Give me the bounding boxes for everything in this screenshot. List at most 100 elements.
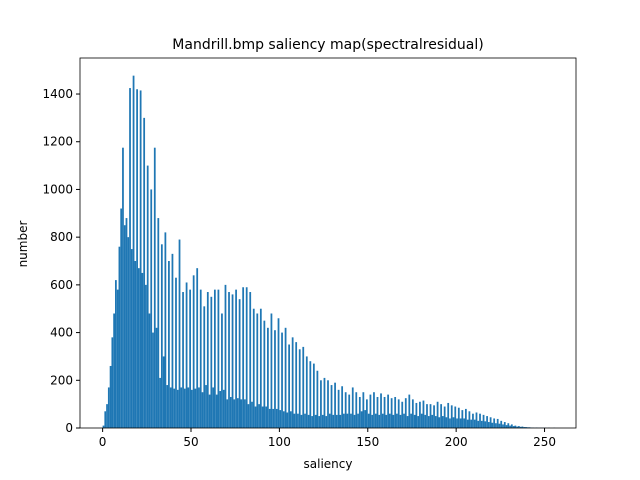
bar: [309, 361, 312, 428]
bar: [166, 385, 169, 428]
bar: [104, 411, 107, 428]
bar: [219, 391, 222, 428]
bar: [443, 406, 446, 428]
bar: [159, 377, 161, 428]
bar: [487, 422, 490, 428]
bar: [445, 417, 448, 428]
y-tick-label: 600: [50, 278, 73, 292]
bar: [493, 418, 496, 428]
bar: [360, 411, 363, 428]
bar: [431, 414, 434, 428]
bar: [507, 423, 510, 428]
bar: [335, 414, 338, 428]
y-tick-label: 800: [50, 230, 73, 244]
bar: [231, 294, 234, 428]
bar: [196, 268, 199, 428]
bar: [404, 398, 407, 428]
bar: [473, 419, 476, 428]
x-tick-label: 100: [268, 435, 291, 449]
bar: [447, 402, 450, 428]
x-tick-label: 150: [356, 435, 379, 449]
y-tick-label: 1400: [42, 87, 73, 101]
x-axis-label: saliency: [304, 457, 353, 471]
bar: [293, 413, 296, 428]
bar: [401, 401, 404, 428]
x-tick-label: 250: [533, 435, 556, 449]
bar: [442, 416, 444, 428]
bar: [162, 356, 165, 428]
bar: [114, 280, 117, 428]
bar: [505, 425, 508, 428]
bar: [120, 208, 123, 428]
bar: [265, 406, 268, 428]
bar: [212, 387, 214, 428]
bar: [164, 232, 167, 428]
bar: [109, 365, 112, 428]
bar: [252, 308, 255, 428]
x-tick-label: 50: [183, 435, 198, 449]
bar: [353, 414, 356, 428]
bar: [364, 410, 367, 428]
bar: [122, 147, 124, 429]
bar: [316, 370, 319, 428]
chart-title: Mandrill.bmp saliency map(spectralresidu…: [172, 37, 483, 53]
bar: [424, 414, 427, 428]
bar: [233, 399, 236, 428]
bar: [472, 413, 474, 428]
bar: [328, 413, 331, 428]
bar: [525, 427, 527, 428]
bar: [466, 419, 469, 428]
bar: [394, 396, 397, 428]
axes-frame: [79, 57, 577, 429]
bar: [129, 88, 131, 428]
bar: [224, 284, 227, 428]
bar: [362, 392, 365, 428]
bar: [371, 414, 374, 428]
y-tick-label: 0: [65, 421, 73, 435]
bar: [267, 327, 269, 428]
bar: [168, 261, 170, 428]
bar: [426, 404, 428, 428]
bar: [420, 413, 423, 428]
bar: [477, 420, 480, 428]
bar: [146, 165, 149, 428]
bar: [153, 147, 156, 429]
bar: [410, 413, 412, 428]
bar: [376, 396, 379, 428]
bar: [355, 392, 358, 428]
bar: [134, 261, 137, 428]
bar: [479, 413, 481, 428]
bar: [286, 412, 289, 428]
bar: [475, 412, 478, 428]
bar: [194, 388, 197, 428]
bar: [113, 313, 115, 428]
bar: [512, 426, 515, 428]
bar: [228, 292, 230, 428]
bar: [419, 401, 421, 428]
bar: [523, 427, 526, 428]
bar: [189, 289, 192, 428]
bar: [215, 394, 218, 428]
bar: [373, 392, 375, 428]
bar: [429, 404, 432, 428]
bar: [192, 275, 195, 428]
bar: [514, 425, 517, 428]
bar: [182, 292, 184, 428]
bar: [268, 408, 271, 428]
bar: [415, 402, 418, 428]
bar: [169, 387, 172, 428]
bar: [417, 416, 420, 428]
bar: [346, 413, 349, 428]
bar: [203, 306, 206, 428]
bar: [452, 417, 455, 428]
bar: [518, 426, 520, 428]
bar: [261, 406, 264, 428]
bar: [245, 287, 248, 428]
bar: [496, 418, 499, 428]
y-tick-label: 400: [50, 326, 73, 340]
bar: [503, 422, 506, 428]
bar: [334, 382, 336, 428]
bar: [145, 284, 147, 428]
bar: [397, 399, 400, 428]
